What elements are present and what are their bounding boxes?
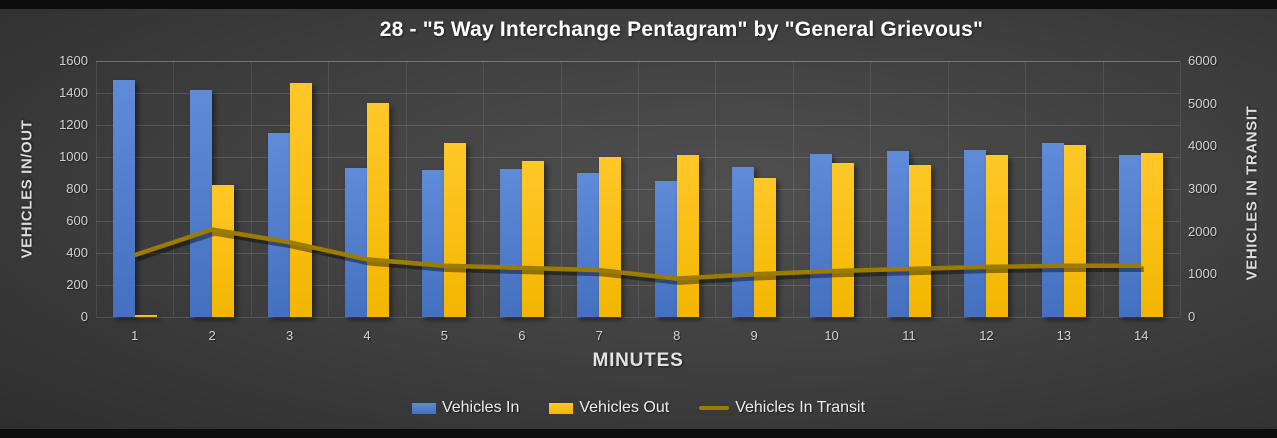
bar-vehicles-out-min6	[521, 161, 544, 317]
bar-vehicles-out-min5	[444, 143, 467, 317]
v-gridline	[1180, 61, 1181, 317]
bar-vehicles-out-min12	[986, 155, 1009, 317]
legend-line-swatch-icon	[699, 406, 730, 410]
bar-vehicles-out-min13	[1063, 145, 1086, 317]
bar-vehicles-in-min1	[112, 80, 135, 317]
h-gridline	[96, 285, 1180, 286]
legend-label: Vehicles In Transit	[735, 399, 866, 416]
plot-area	[96, 61, 1181, 318]
legend-item-vehicles-in-transit: Vehicles In Transit	[699, 399, 865, 417]
legend-label: Vehicles Out	[579, 399, 670, 416]
v-gridline	[328, 61, 330, 317]
v-gridline	[483, 61, 485, 317]
bar-vehicles-in-min12	[964, 150, 987, 317]
bar-vehicles-in-min10	[809, 154, 832, 317]
v-gridline	[173, 61, 175, 317]
v-gridline	[792, 61, 794, 317]
transit-line-layer	[133, 227, 1144, 285]
x-axis-title: MINUTES	[592, 350, 684, 371]
legend-bar-swatch-icon	[411, 402, 436, 414]
legend-item-vehicles-in: Vehicles In	[411, 399, 520, 417]
bar-vehicles-in-min3	[267, 133, 290, 317]
bar-vehicles-out-min1	[134, 315, 157, 317]
v-gridline	[250, 61, 252, 317]
bar-vehicles-in-min14	[1119, 155, 1142, 317]
v-gridline	[560, 61, 562, 317]
bar-vehicles-out-min9	[754, 178, 777, 317]
bar-vehicles-out-min3	[289, 83, 312, 317]
bar-vehicles-in-min5	[422, 170, 445, 317]
legend-bar-swatch-icon	[549, 402, 574, 414]
h-gridline	[96, 317, 1180, 318]
v-gridline	[870, 61, 872, 317]
bar-vehicles-in-min13	[1041, 143, 1064, 317]
v-gridline	[1025, 61, 1027, 317]
v-gridline	[1102, 61, 1104, 317]
bar-vehicles-in-min2	[190, 90, 213, 317]
bar-vehicles-out-min2	[212, 185, 235, 317]
v-gridline	[638, 61, 639, 317]
right-axis-title: VEHICLES IN TRANSIT	[1243, 105, 1261, 281]
transit-line-shadow	[136, 230, 1144, 285]
chart-title: 28 - "5 Way Interchange Pentagram" by "G…	[379, 18, 984, 41]
bar-vehicles-out-min11	[909, 165, 931, 317]
h-gridline	[96, 221, 1180, 222]
bar-vehicles-in-min7	[577, 173, 600, 317]
h-gridline	[96, 61, 1180, 62]
bar-vehicles-in-min8	[654, 181, 677, 317]
bar-vehicles-out-min10	[831, 163, 854, 317]
h-gridline	[96, 253, 1180, 254]
legend-item-vehicles-out: Vehicles Out	[549, 399, 669, 417]
v-gridline	[405, 61, 407, 317]
bar-vehicles-in-min9	[732, 167, 755, 317]
h-gridline	[96, 125, 1180, 126]
h-gridline	[96, 189, 1180, 190]
legend: Vehicles In Vehicles Out Vehicles In Trans…	[0, 399, 1277, 417]
bar-vehicles-in-min6	[499, 169, 522, 317]
bar-vehicles-in-min11	[887, 151, 909, 317]
v-gridline	[96, 61, 97, 317]
left-axis-title: VEHICLES IN/OUT	[18, 119, 36, 259]
v-gridline	[947, 61, 949, 317]
h-gridline	[96, 93, 1180, 94]
h-gridline	[96, 157, 1180, 158]
bar-vehicles-out-min4	[367, 103, 389, 317]
bar-vehicles-out-min14	[1141, 153, 1164, 317]
v-gridline	[715, 61, 717, 317]
bar-vehicles-in-min4	[345, 168, 367, 317]
bar-vehicles-out-min7	[599, 157, 622, 317]
legend-label: Vehicles In	[441, 399, 520, 416]
